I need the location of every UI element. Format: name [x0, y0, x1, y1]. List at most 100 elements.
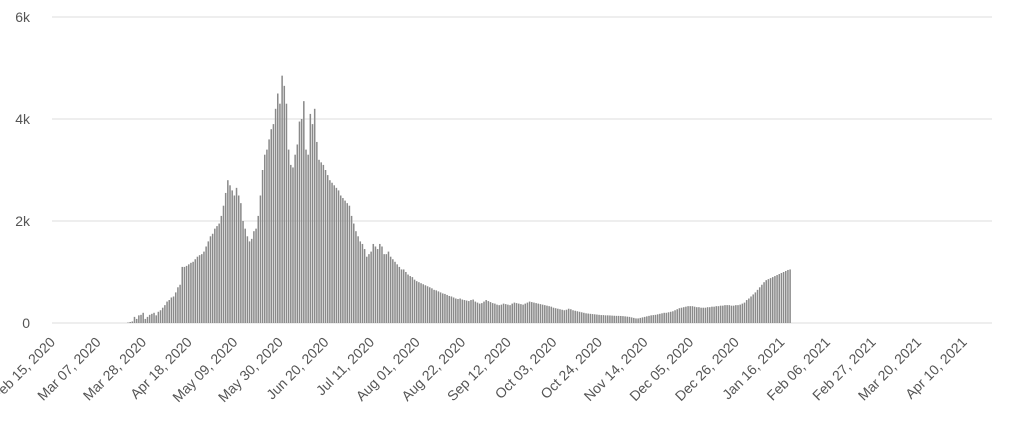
bar	[498, 305, 500, 323]
bar	[591, 314, 594, 323]
bar	[255, 228, 257, 323]
bar	[300, 119, 303, 323]
bar	[292, 167, 294, 323]
bar	[496, 304, 498, 323]
bar	[272, 124, 275, 323]
bar	[235, 187, 238, 323]
bar	[281, 75, 283, 324]
bar	[181, 266, 184, 323]
bar	[494, 303, 496, 323]
bar	[413, 279, 416, 323]
bar	[185, 265, 188, 323]
bar	[320, 162, 322, 323]
bar	[153, 312, 155, 323]
bar	[233, 195, 236, 323]
bar	[567, 308, 570, 323]
bar	[491, 303, 494, 323]
bar	[135, 318, 138, 323]
bar	[415, 281, 418, 323]
bar	[435, 290, 438, 323]
bar	[326, 175, 329, 323]
bar	[678, 308, 681, 323]
bar	[222, 205, 225, 323]
bar	[606, 315, 609, 323]
bar	[787, 269, 789, 323]
bar	[422, 284, 424, 323]
bar	[739, 304, 741, 323]
bar	[635, 318, 637, 323]
bar	[296, 144, 299, 323]
bar	[561, 309, 563, 323]
bar	[767, 279, 770, 323]
bar	[172, 296, 175, 323]
bar	[517, 303, 520, 323]
bar	[420, 283, 422, 323]
bar	[778, 274, 781, 323]
bar	[696, 307, 698, 323]
bar	[754, 292, 757, 323]
bar	[476, 302, 479, 323]
bar	[229, 185, 231, 323]
bar	[407, 274, 409, 323]
bar	[522, 304, 524, 323]
bar	[646, 316, 648, 323]
bar	[615, 315, 618, 323]
bar	[511, 303, 513, 323]
bar	[350, 215, 353, 323]
bar	[598, 314, 600, 323]
bar	[761, 284, 763, 323]
bar	[713, 306, 715, 323]
bar	[687, 306, 689, 323]
bar	[789, 269, 791, 323]
bar	[424, 285, 427, 323]
bar	[144, 318, 147, 323]
bar	[541, 304, 544, 323]
bar	[745, 300, 748, 323]
bar	[216, 226, 218, 323]
bar	[557, 308, 559, 323]
bar	[604, 315, 607, 323]
bar	[596, 314, 598, 323]
bar	[285, 103, 288, 323]
bar	[548, 306, 550, 323]
bar	[190, 262, 192, 323]
bar	[290, 164, 292, 323]
bar	[250, 238, 253, 323]
bar	[394, 261, 396, 323]
bar	[316, 141, 318, 323]
bar	[339, 195, 342, 323]
bar	[372, 243, 375, 323]
bar	[157, 311, 160, 323]
bar	[220, 215, 223, 323]
bar	[535, 303, 537, 323]
bar	[342, 198, 344, 323]
bar	[715, 306, 718, 323]
bar	[478, 303, 481, 323]
bar	[774, 276, 776, 323]
bar	[129, 321, 131, 323]
bar	[148, 314, 151, 323]
bar	[346, 203, 348, 323]
bar	[487, 301, 490, 323]
bar	[433, 289, 435, 323]
bar	[550, 306, 553, 323]
bar	[737, 305, 739, 323]
bar	[463, 300, 466, 323]
bar	[689, 306, 691, 323]
bar	[752, 294, 754, 323]
bar	[452, 297, 455, 323]
bar	[418, 282, 420, 323]
bar	[622, 316, 624, 323]
y-tick-label: 4k	[15, 111, 31, 127]
bar	[563, 310, 566, 323]
bar	[244, 228, 246, 323]
bar	[405, 272, 407, 323]
bar	[489, 302, 492, 323]
bar	[724, 305, 726, 323]
bar	[459, 298, 461, 323]
bar	[704, 307, 707, 323]
bar	[313, 108, 316, 323]
bar	[620, 315, 622, 323]
bar	[335, 187, 338, 323]
